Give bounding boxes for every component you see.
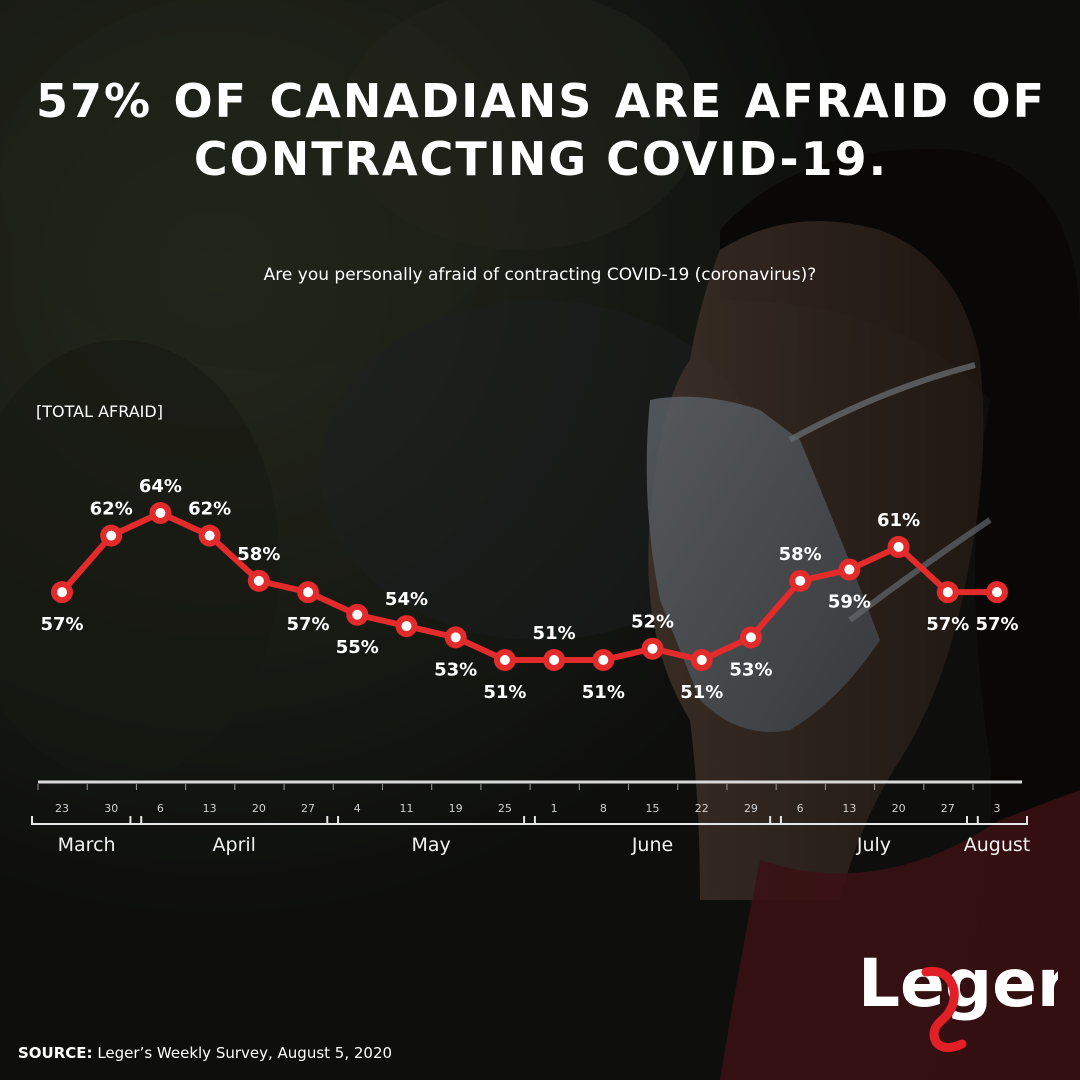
data-label: 57% [975,614,1018,635]
month-label: August [964,834,1031,856]
x-tick-label: 6 [157,802,164,815]
headline: 57% OF CANADIANS ARE AFRAID OF CONTRACTI… [36,72,1046,188]
month-groups: March April May June July August [31,816,1031,856]
x-axis: 23 30 6 13 20 27 4 11 19 25 1 8 15 22 29 6 13 20 27 3 [37,780,1022,815]
data-point [745,632,756,643]
x-tick-label: 20 [892,802,906,815]
data-point [893,541,904,552]
data-label: 58% [237,544,280,565]
data-label: 62% [90,499,133,520]
data-point [549,655,560,665]
month-label: May [411,834,450,856]
x-tick-label: 8 [600,802,607,815]
data-point [992,587,1002,598]
month-label: June [631,834,673,856]
month-bracket [769,816,979,825]
month-label: July [856,834,891,856]
data-label: 51% [680,682,723,703]
data-point [696,655,707,665]
data-labels: 57% 62% 64% 62% 58% 57% 55% 54% 53% 51% 51% 51% 52% 5… [40,476,1018,703]
source-text: Leger’s Weekly Survey, August 5, 2020 [97,1044,393,1062]
data-label: 57% [287,614,330,635]
x-tick-label: 30 [104,802,118,815]
headline-line-2: CONTRACTING COVID-19. [193,132,889,186]
x-tick-label: 22 [695,802,709,815]
month-bracket [523,816,782,825]
month-bracket [966,816,1028,825]
x-tick-label: 19 [449,802,463,815]
series-label: [TOTAL AFRAID] [36,402,163,421]
data-label: 51% [582,682,625,703]
x-tick-label: 27 [941,802,955,815]
data-label: 51% [483,682,526,703]
data-label: 54% [385,589,428,610]
x-tick-label: 23 [55,802,69,815]
x-tick-label: 11 [399,802,413,815]
month-bracket [31,816,143,825]
source-note: SOURCE: Leger’s Weekly Survey, August 5,… [18,1044,392,1062]
headline-line-1: 57% OF CANADIANS ARE AFRAID OF [36,74,1046,128]
month-bracket [129,816,340,825]
data-point [204,530,215,541]
source-label: SOURCE: [18,1044,93,1062]
data-label: 53% [729,659,772,680]
month-label: March [58,834,116,856]
x-tick-label: 20 [252,802,266,815]
data-point [155,508,166,518]
leger-logo: Leger [858,938,1070,1053]
leger-logo-mark: Leger [858,945,1070,1052]
x-tick-label: 6 [797,802,804,815]
data-point [942,587,953,598]
data-label: 58% [779,544,822,565]
month-label: April [213,834,256,856]
data-label: 59% [828,592,871,613]
data-label: 51% [533,623,576,644]
logo-swash [921,966,967,1052]
x-tick-label: 13 [842,802,856,815]
data-point [352,609,363,620]
data-label: 57% [926,614,969,635]
data-label: 52% [631,612,674,633]
x-tick-label: 3 [994,802,1001,815]
x-tick-label: 29 [744,802,758,815]
x-tick-label: 1 [551,802,558,815]
logo-wordmark: Leger [858,945,1058,1022]
data-label: 53% [434,659,477,680]
survey-question: Are you personally afraid of contracting… [263,265,817,285]
data-point [303,587,314,598]
data-point [844,564,855,575]
data-point [57,587,67,598]
data-label: 57% [40,614,83,635]
data-point [401,621,412,632]
data-label: 61% [877,510,920,531]
data-label: 55% [336,637,379,658]
data-point [598,655,609,665]
x-tick-label: 27 [301,802,315,815]
data-label: 64% [139,476,182,497]
data-point [499,655,510,665]
data-point [795,575,806,586]
data-point [106,530,117,541]
data-point [253,575,264,586]
data-label: 62% [188,499,231,520]
x-tick-label: 13 [203,802,217,815]
data-points [51,502,1008,671]
data-point [647,643,658,654]
data-point [450,632,461,643]
x-tick-label: 25 [498,802,512,815]
x-tick-label: 4 [354,802,361,815]
month-bracket [326,816,536,825]
x-tick-label: 15 [646,802,660,815]
